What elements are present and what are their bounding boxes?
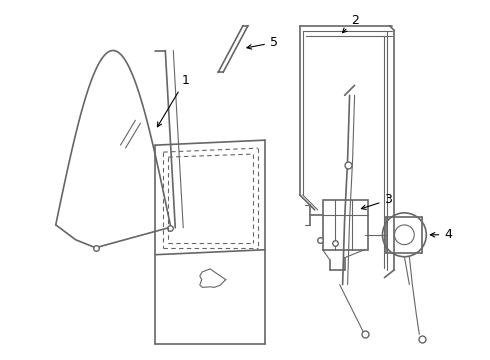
Text: 1: 1	[157, 74, 189, 127]
Bar	[323, 200, 368, 250]
Text: 5: 5	[247, 36, 278, 49]
Text: 4: 4	[430, 228, 452, 241]
Text: 3: 3	[362, 193, 392, 210]
Text: 2: 2	[343, 14, 359, 33]
